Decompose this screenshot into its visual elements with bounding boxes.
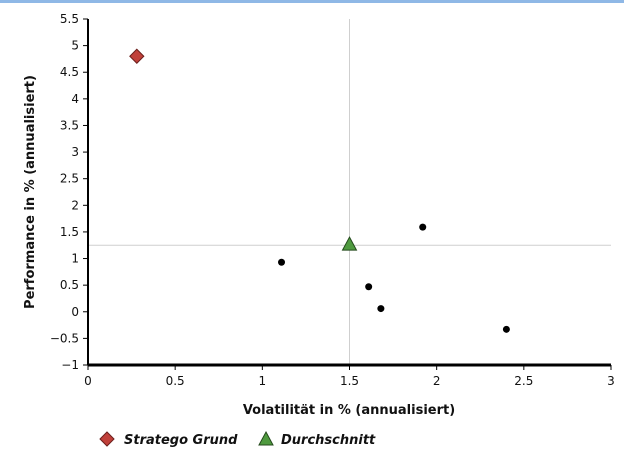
legend-diamond-icon	[99, 431, 115, 447]
x-ticks: 0 0.5 1 1.5 2 2.5 3	[84, 365, 615, 388]
y-tick-label: 2	[71, 198, 79, 212]
legend: Stratego Grund Durchschnitt	[99, 430, 376, 448]
point-dot	[377, 305, 385, 313]
y-tick-label: 5	[71, 39, 79, 53]
x-tick-label: 0.5	[166, 374, 185, 388]
y-tick-label: 0.5	[60, 278, 79, 292]
x-tick-label: 1	[259, 374, 267, 388]
y-axis-title: Performance in % (annualisiert)	[23, 75, 38, 309]
point-triangle-icon	[341, 236, 358, 251]
y-tick-label: 3.5	[60, 118, 79, 132]
y-ticks: −1 −0.5 0 0.5 1 1.5 2 2.5 3 3.5 4 4.5 5 5.5	[50, 12, 88, 372]
x-tick-label: 0	[84, 374, 92, 388]
legend-label-average: Durchschnitt	[281, 433, 376, 448]
y-tick-label: 5.5	[60, 12, 79, 26]
x-tick-label: 2.5	[514, 374, 533, 388]
data-points	[129, 48, 510, 333]
x-tick-label: 3	[607, 374, 615, 388]
point-dot	[419, 223, 427, 231]
y-tick-label: 0	[71, 305, 79, 319]
legend-triangle-icon	[258, 430, 274, 446]
y-tick-label: 4.5	[60, 65, 79, 79]
point-dot	[278, 258, 286, 266]
y-tick-label: −0.5	[50, 331, 79, 345]
y-tick-label: 4	[71, 92, 79, 106]
point-dot	[365, 283, 373, 291]
top-accent-bar	[0, 0, 624, 3]
x-tick-label: 1.5	[340, 374, 359, 388]
y-tick-label: −1	[61, 358, 79, 372]
x-axis-title: Volatilität in % (annualisiert)	[243, 403, 455, 418]
y-tick-label: 3	[71, 145, 79, 159]
y-tick-label: 1.5	[60, 225, 79, 239]
y-tick-label: 1	[71, 252, 79, 266]
legend-label-strategy: Stratego Grund	[124, 433, 238, 448]
y-tick-label: 2.5	[60, 172, 79, 186]
point-diamond-icon	[129, 48, 145, 64]
point-dot	[502, 325, 510, 333]
crosshair	[88, 19, 611, 365]
x-tick-label: 2	[433, 374, 441, 388]
